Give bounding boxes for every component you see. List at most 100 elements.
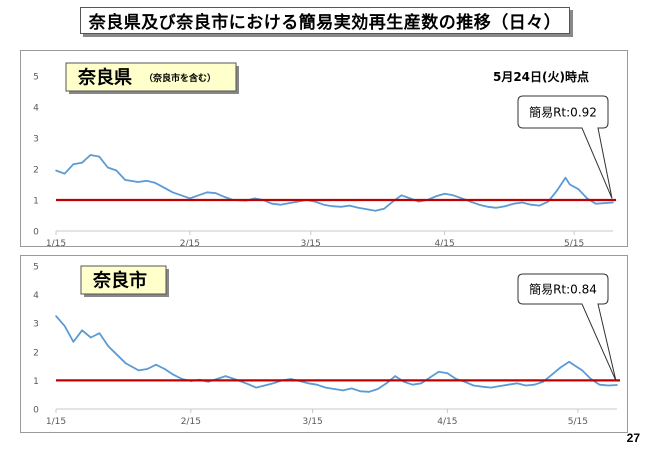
data-point [612,201,614,204]
data-point [55,315,57,317]
data-point [263,384,266,387]
x-tick-label: 4/15 [434,239,454,246]
data-point [145,179,148,182]
data-point [253,197,256,200]
data-point [340,206,342,208]
y-tick-label: 0 [33,228,39,238]
data-point [490,386,492,389]
data-point [366,208,368,211]
x-tick-label: 1/15 [46,239,66,246]
data-point [374,210,377,212]
data-point [272,382,275,385]
y-tick-label: 3 [33,320,39,330]
data-point [512,202,515,205]
chart-title-box: 奈良県 （奈良市を含む） [65,62,239,94]
data-point [383,207,385,210]
y-tick-label: 4 [33,291,39,301]
y-tick-label: 5 [33,263,39,273]
data-point [616,384,618,386]
data-point [342,389,344,392]
chart-title-box: 奈良市 [80,265,169,297]
x-tick-label: 3/15 [302,417,322,427]
data-point [478,203,480,206]
data-point [116,353,118,356]
data-point [417,200,420,203]
data-point [146,368,149,370]
data-point [55,169,57,172]
data-point [435,195,437,198]
rt-callout-label: 簡易Rt:0.84 [529,282,597,297]
data-point [452,194,455,197]
x-tick-label: 5/15 [568,417,588,427]
data-point [72,340,75,343]
data-point [556,189,558,192]
data-point [107,345,109,347]
data-point [568,361,570,363]
data-point [429,376,431,379]
data-point [224,375,227,377]
chart-panel-nara-city: 0 1 2 3 4 5 1/15 2/15 3/15 4/15 5/15 奈良市 簡易Rt:0.84 [20,255,628,433]
data-point [547,200,550,203]
data-point [171,191,174,194]
data-point [498,385,501,387]
data-point [348,204,351,207]
data-point [409,197,411,200]
data-point [420,382,423,385]
series-line [55,154,614,212]
data-point [333,388,336,390]
data-point [107,166,109,169]
data-point [81,329,83,332]
x-tick-label: 2/15 [181,417,201,427]
data-point [81,162,83,164]
data-point [481,385,483,388]
chart-panel-nara-prefecture: 0 1 2 3 4 5 1/15 2/15 3/15 4/15 5/15 奈良県 （奈良市を含む） 5月2… [20,50,628,249]
chart-title: 奈良県 [77,67,132,89]
data-point [206,191,208,194]
data-point [331,205,334,207]
y-tick-label: 5 [33,73,39,83]
data-point [507,383,510,386]
data-point [411,383,414,386]
data-point [586,197,588,200]
data-point [89,154,92,156]
data-point [350,387,353,390]
data-point [569,183,571,186]
data-point [98,155,100,158]
data-point [63,325,66,327]
data-point [486,206,489,208]
chart-nara-city: 0 1 2 3 4 5 1/15 2/15 3/15 4/15 5/15 奈良市 簡易Rt:0.84 [33,263,620,427]
data-point [89,336,92,339]
x-tick-label: 1/15 [46,417,66,427]
data-point [115,169,118,172]
data-point [443,193,446,195]
data-point [154,182,157,184]
data-point [155,363,157,366]
data-point [296,200,299,203]
data-point [533,383,536,386]
data-point [223,196,226,198]
data-point [288,202,290,204]
data-point [524,384,527,387]
data-point [516,382,518,385]
y-tick-label: 2 [33,348,39,358]
rt-callout: 簡易Rt:0.92 [517,95,613,199]
y-tick-label: 2 [33,166,39,176]
as-of-date-label: 5月24日(火)時点 [493,69,589,84]
page-number: 27 [626,431,640,445]
data-point [180,194,183,197]
data-point [385,382,388,385]
data-point [377,388,379,390]
data-point [307,382,310,385]
data-point [137,369,140,372]
data-point [461,197,463,200]
data-point [368,391,370,393]
data-point [322,203,325,206]
y-tick-label: 1 [33,197,39,207]
y-tick-label: 1 [33,377,39,387]
data-point [446,372,449,375]
data-point [124,362,127,365]
data-point [316,383,318,386]
data-point [603,202,606,204]
data-point [469,200,472,203]
data-point [400,194,403,197]
